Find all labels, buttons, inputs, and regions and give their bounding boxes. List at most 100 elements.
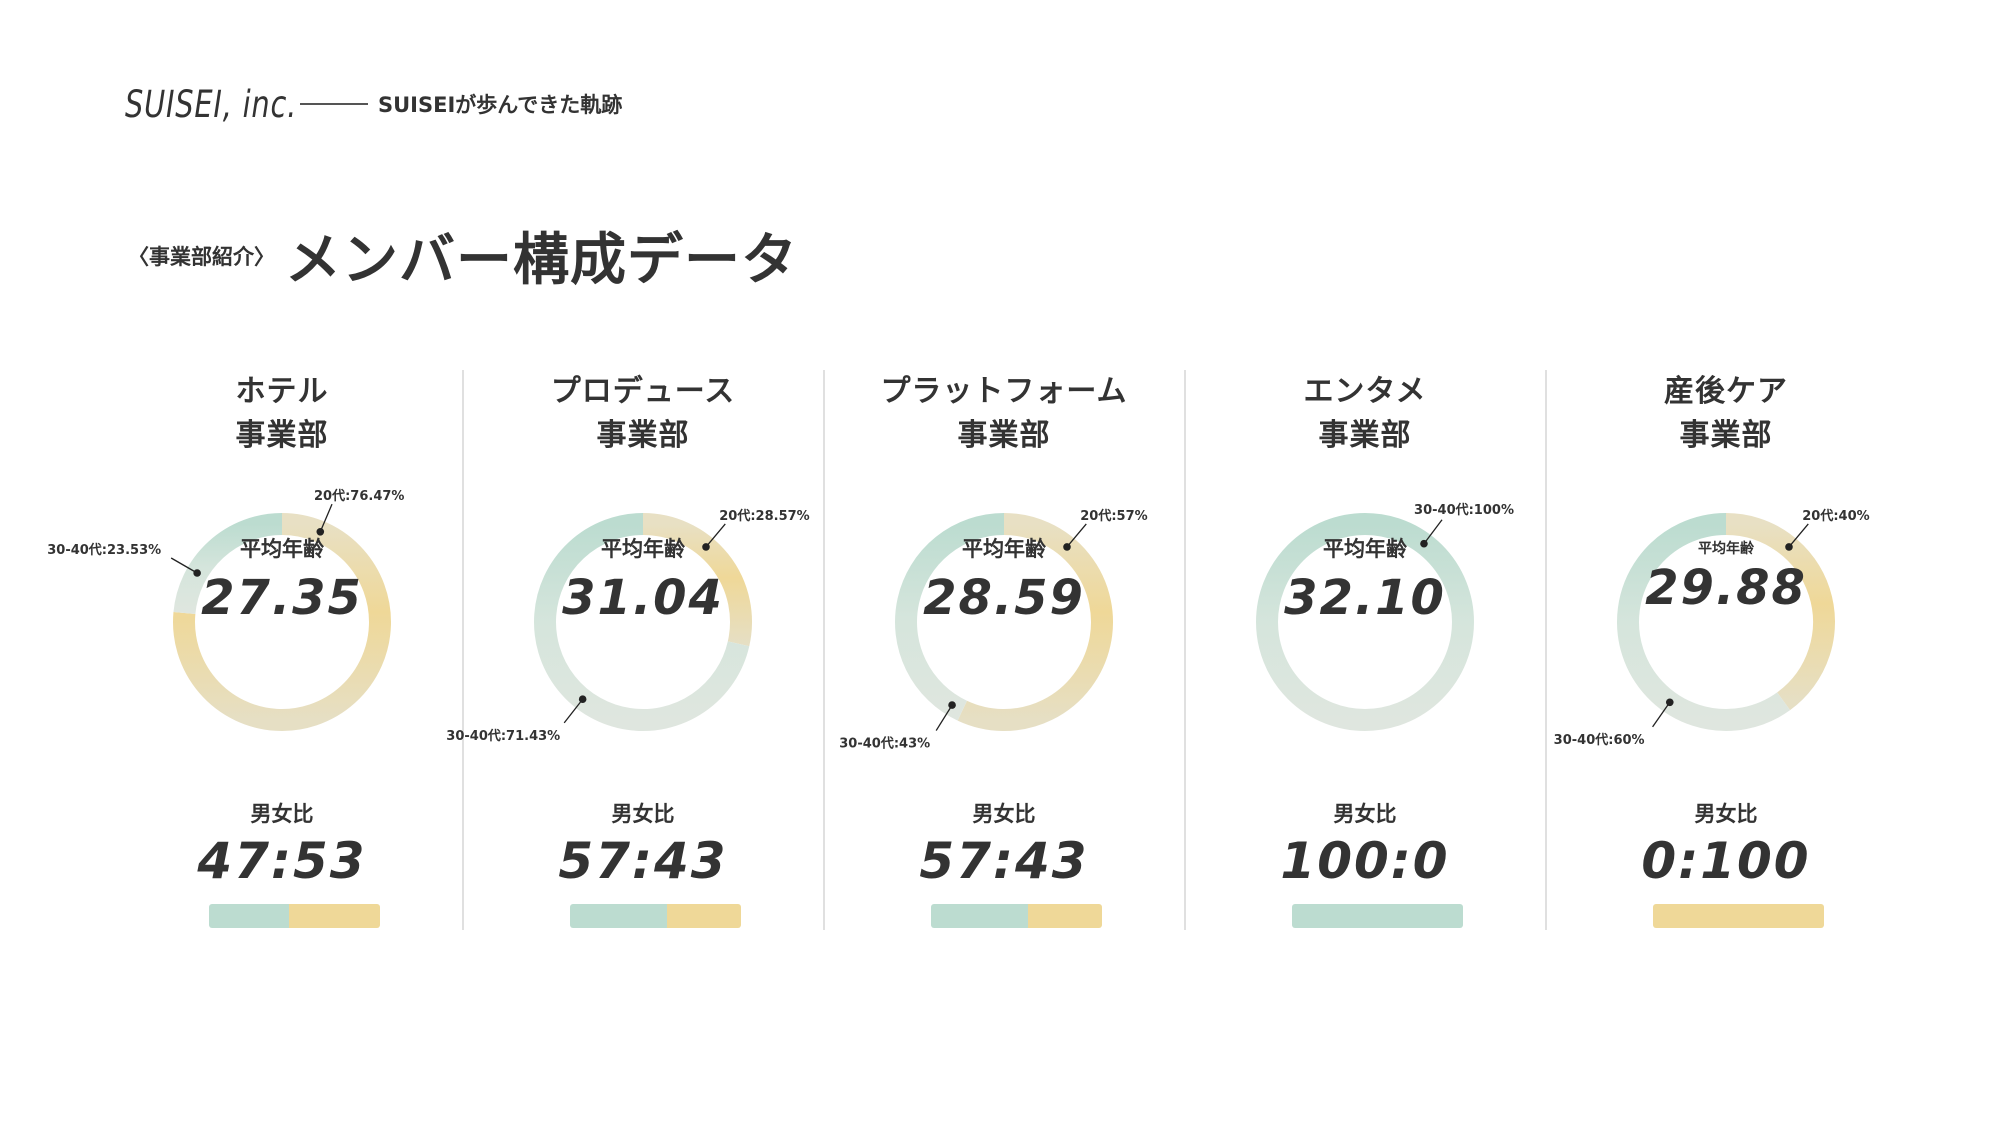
donut-slice [642,513,752,647]
gender-ratio-label: 男女比 [1694,802,1758,826]
gender-ratio-bar [931,904,1102,928]
callout-dot [1063,543,1071,551]
age-donut-chart: 20代:40% 30-40代:60% [1554,508,1870,748]
donut-slice [173,513,283,615]
header: SUISEI, inc. SUISEIが歩んできた軌跡 [125,78,622,130]
column-divider [462,370,464,930]
callout-dot [193,569,201,577]
callout-line [1066,523,1087,548]
callout-line [935,704,953,731]
donut-slice [534,513,750,731]
male-segment [570,904,668,928]
page-title: メンバー構成データ [285,228,798,293]
department-title-line: エンタメ [1303,374,1427,409]
column-divider [1184,370,1186,930]
age-donut-chart: 20代:57% 30-40代:43% [839,508,1147,752]
donut-slice [957,513,1113,731]
callout-dot [1785,543,1793,551]
section-label: 〈事業部紹介〉 [128,244,275,269]
department-title-line: ホテル [235,374,329,409]
female-segment [1028,904,1102,928]
gender-ratio-bar [570,904,741,928]
donut-slice [1617,513,1791,731]
gender-ratio-value: 57:43 [919,832,1089,890]
avg-age-value: 28.59 [923,570,1085,626]
gender-ratio-label: 男女比 [1333,802,1397,826]
avg-age-value: 31.04 [562,570,724,626]
department-title: プラットフォーム 事業部 [824,370,1184,458]
age-donut-chart: 20代:28.57% 30-40代:71.43% [446,508,809,744]
avg-age-value: 29.88 [1645,560,1807,616]
callout-line [319,503,333,533]
avg-age-label: 平均年齢 [962,537,1046,561]
department-title-line: 事業部 [1318,418,1412,453]
department-title-line: 事業部 [235,418,329,453]
callout-label: 30-40代:100% [1414,502,1514,518]
department-title-line: 産後ケア [1664,374,1788,409]
department-title-line: 事業部 [957,418,1051,453]
female-segment [667,904,741,928]
callout-dot [702,543,710,551]
department-title: 産後ケア 事業部 [1546,370,1906,458]
donut-slice [1725,513,1835,711]
callout-line [170,557,198,574]
department-title: ホテル 事業部 [102,370,462,458]
column-divider [1545,370,1547,930]
callout-label: 20代:76.47% [314,488,404,504]
callout-label: 20代:57% [1080,508,1147,524]
department-title-line: プラットフォーム [880,374,1128,409]
avg-age-label: 平均年齢 [1698,541,1754,557]
callout-line [563,698,584,724]
female-segment [1653,904,1824,928]
gender-ratio-value: 0:100 [1641,832,1811,890]
gender-ratio-label: 男女比 [972,802,1036,826]
department-column: プラットフォーム 事業部 20代:57% 30-40代:43% 平均年齢 28.59 男女比… [824,0,1184,1125]
department-column: ホテル事業部 20代:76.47% 30-40代:23.53% 平均年齢 27.35 男女… [47,0,462,1125]
callout-dot [1665,698,1674,707]
callout-dot [578,695,587,704]
callout-label: 30-40代:43% [839,736,930,752]
avg-age-label: 平均年齢 [1323,537,1407,561]
callout-label: 30-40代:23.53% [47,542,161,558]
callout-line [705,523,726,548]
department-column: 産後ケア事業部 20代:40% 30-40代:60% 平均年齢 29.88 男女比 0:10… [1546,0,1906,1125]
department-title-line: 事業部 [1679,418,1773,453]
male-segment [1292,904,1463,928]
gender-ratio-value: 47:53 [197,832,367,890]
gender-ratio-value: 100:0 [1280,832,1450,890]
department-column: エンタメ事業部 30-40代:100% 平均年齢 32.10 男女比 100:0 [1185,0,1545,1125]
header-divider-line [300,103,368,105]
callout-label: 30-40代:71.43% [446,728,560,744]
gender-ratio-value: 57:43 [558,832,728,890]
gender-ratio-label: 男女比 [250,802,314,826]
callout-line [1652,701,1671,728]
age-donut-chart: 30-40代:100% [1256,502,1514,731]
donut-slice [1256,513,1474,731]
department-title: プロデュース 事業部 [463,370,823,458]
department-title-line: 事業部 [596,418,690,453]
donut-slice [173,513,391,731]
department-column: プロデュース 事業部 20代:28.57% 30-40代:71.43% 平均年齢 31.0… [446,0,823,1125]
gender-ratio-bar [1292,904,1463,928]
avg-age-value: 32.10 [1284,570,1446,626]
gender-ratio-bar [209,904,380,928]
callout-line [1788,523,1809,548]
donut-slice [895,513,1005,721]
page-title-row: 〈事業部紹介〉 メンバー構成データ [128,215,798,296]
callout-line [1423,519,1443,545]
callout-label: 20代:40% [1802,508,1869,524]
age-donut-chart: 20代:76.47% 30-40代:23.53% [47,488,404,731]
female-segment [289,904,380,928]
male-segment [931,904,1029,928]
avg-age-value: 27.35 [201,570,363,626]
male-segment [209,904,290,928]
gender-ratio-label: 男女比 [611,802,675,826]
callout-label: 20代:28.57% [719,508,809,524]
department-title: エンタメ 事業部 [1185,370,1545,458]
avg-age-label: 平均年齢 [240,537,324,561]
avg-age-label: 平均年齢 [601,537,685,561]
gender-ratio-bar [1653,904,1824,928]
callout-dot [316,527,325,536]
department-title-line: プロデュース [550,374,736,409]
header-subtitle: SUISEIが歩んできた軌跡 [378,93,623,117]
